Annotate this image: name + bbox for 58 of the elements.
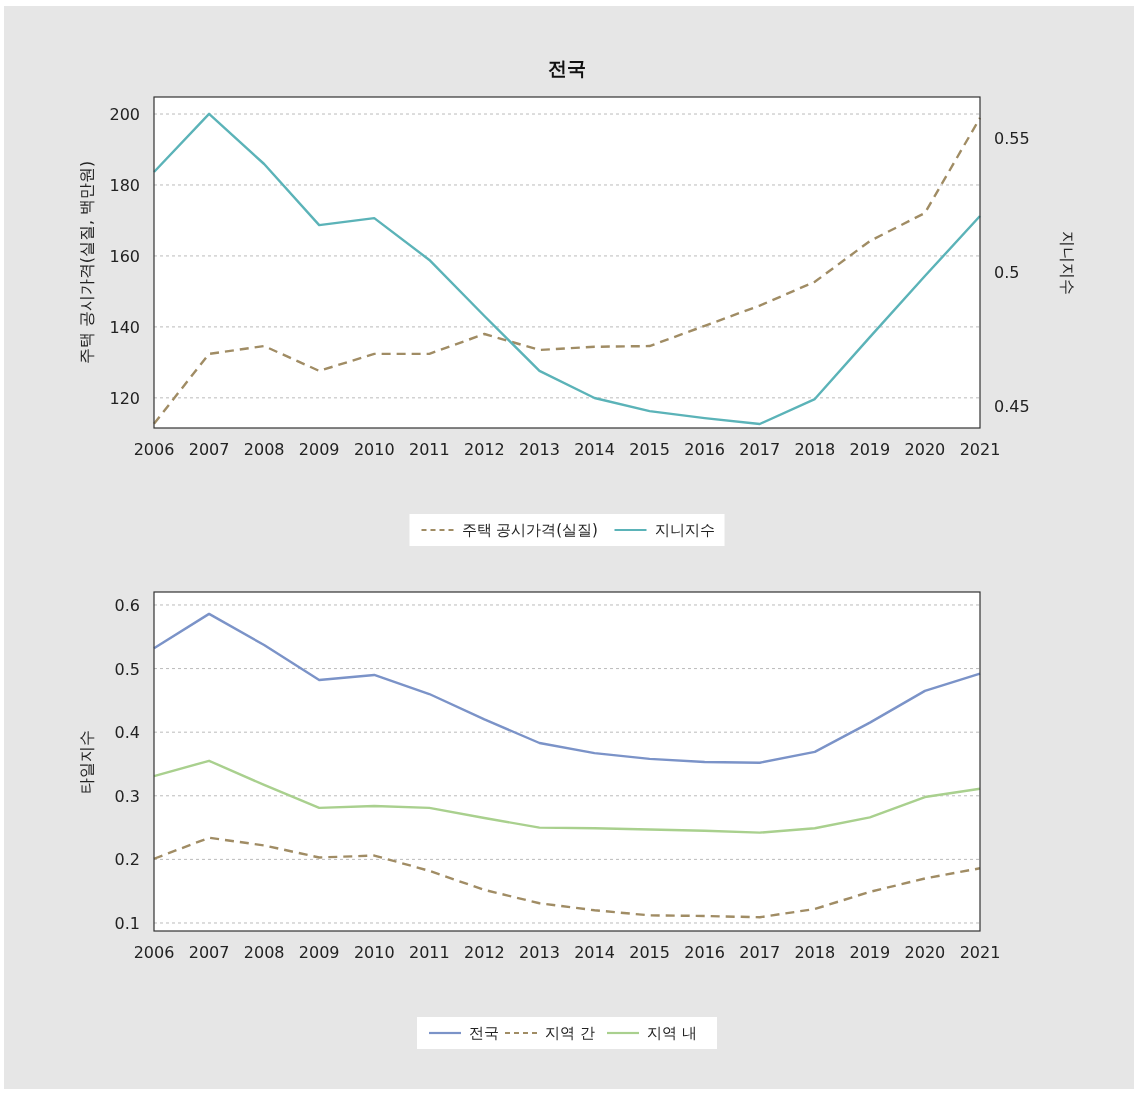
line-series [152,612,982,764]
y-tick-label: 0.5 [114,659,140,679]
x-tick-label: 2012 [464,943,505,962]
y2-axis-title: 지니지수 [1058,230,1077,295]
y2-tick-label: 0.55 [994,129,1030,149]
y2-tick-label: 0.5 [994,263,1020,283]
y-tick-label: 0.4 [114,723,140,743]
line-series [152,759,982,834]
x-tick-label: 2013 [519,943,560,962]
x-tick-label: 2018 [794,440,836,459]
x-tick-label: 2017 [739,440,781,459]
x-tick-label: 2021 [959,440,1001,459]
x-tick-label: 2008 [243,440,285,459]
x-tick-label: 2010 [353,943,395,962]
x-tick-label: 2011 [408,440,450,459]
x-tick-label: 2006 [133,440,175,459]
x-tick-label: 2014 [574,440,615,459]
y-tick-label: 120 [109,388,140,408]
x-tick-label: 2008 [243,943,285,962]
x-tick-label: 2020 [904,943,946,962]
line-series [152,836,982,919]
legend-label: 지니지수 [654,521,715,539]
x-tick-label: 2016 [684,440,726,459]
x-tick-label: 2020 [904,440,946,459]
x-tick-label: 2013 [519,440,560,459]
x-tick-label: 2010 [353,440,395,459]
y-tick-label: 0.6 [114,595,140,615]
y-axis-title: 타일지수 [77,729,96,794]
y-axis-title: 주택 공시가격(실질, 백만원) [77,160,96,365]
x-tick-label: 2007 [188,440,230,459]
x-tick-label: 2012 [464,440,505,459]
x-tick-label: 2015 [629,943,670,962]
y-tick-label: 0.2 [114,850,140,870]
x-tick-label: 2015 [629,440,670,459]
x-tick-label: 2019 [849,440,891,459]
x-tick-label: 2017 [739,943,781,962]
y-tick-label: 0.3 [114,786,140,806]
x-tick-label: 2014 [574,943,615,962]
x-tick-label: 2021 [959,943,1001,962]
y-tick-label: 180 [109,175,140,195]
x-tick-label: 2009 [298,440,340,459]
legend-label: 주택 공시가격(실질) [461,521,598,539]
x-tick-label: 2006 [133,943,175,962]
y-tick-label: 140 [109,317,140,337]
y-tick-label: 160 [109,246,140,266]
x-tick-label: 2007 [188,943,230,962]
x-tick-label: 2018 [794,943,836,962]
y-tick-label: 200 [109,105,140,125]
y-tick-label: 0.1 [114,913,140,933]
legend-label: 지역 내 [647,1024,697,1042]
y2-tick-label: 0.45 [994,397,1030,417]
x-tick-label: 2019 [849,943,891,962]
chart-title: 전국 [548,57,586,79]
x-tick-label: 2016 [684,943,726,962]
legend-label: 전국 [469,1024,499,1042]
x-tick-label: 2011 [408,943,450,962]
x-tick-label: 2009 [298,943,340,962]
legend-label: 지역 간 [545,1024,595,1042]
